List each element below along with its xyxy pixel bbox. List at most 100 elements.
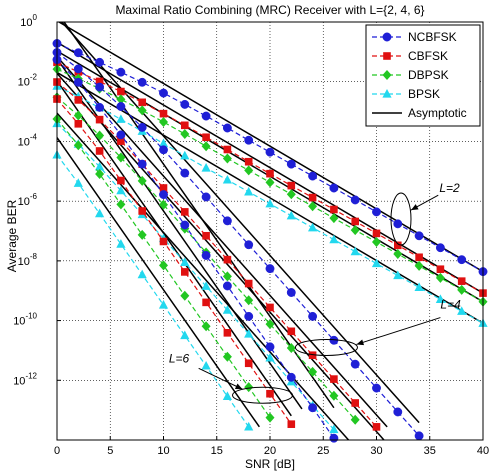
legend-label: NCBFSK [408,30,457,44]
legend-item: BPSK [372,87,440,101]
data-point [158,300,169,309]
series-dbpsk-L4 [52,92,360,425]
data-point [222,174,232,184]
data-point [137,105,147,116]
data-point [266,389,274,398]
data-point [393,270,403,280]
data-point [308,366,318,377]
data-point [201,251,211,260]
data-point [372,229,381,238]
data-point [222,305,232,314]
series-line-group [57,59,335,439]
asymptotic-lines [57,22,483,440]
asymptotic-line-L6 [57,80,292,417]
data-point [457,306,467,315]
data-point [202,231,210,240]
series-line [57,51,420,437]
annotation-arrowhead [356,339,365,346]
data-point [351,217,359,226]
data-point [201,281,211,290]
data-point [266,303,274,312]
data-point [116,130,126,140]
x-tick-label: 15 [211,445,223,457]
y-tick-label: 10-10 [13,312,37,328]
data-point [244,382,254,393]
data-point [350,246,360,256]
data-point [95,147,104,155]
data-point [73,110,83,121]
data-point [265,264,275,274]
data-point [201,192,211,202]
data-point [393,248,403,259]
data-point [350,359,360,369]
data-point [266,169,274,178]
data-point [244,135,254,145]
data-point [308,351,317,360]
y-tick-label: 10-12 [13,371,37,387]
data-point [287,327,296,336]
data-point [415,253,423,262]
asymptotic-line-L2 [57,22,483,273]
data-point [137,229,147,240]
data-point [201,141,211,152]
data-point [95,161,105,171]
data-point [159,145,168,155]
data-point [202,133,210,142]
data-point [222,391,232,401]
data-point [286,210,296,220]
data-point [117,87,125,96]
x-tick-label: 25 [317,445,329,457]
data-point [350,414,360,425]
data-point [180,330,190,340]
annotation-label: L=2 [439,181,460,195]
data-point [95,77,104,86]
data-point [74,96,83,104]
data-point [329,433,339,443]
data-point [117,176,125,185]
series-line [57,98,292,425]
annotation-ellipse-2 [232,386,294,404]
annotation-arrowhead [234,383,243,390]
legend-item: CBFSK [372,49,448,63]
data-point [95,82,105,92]
data-point [393,407,403,417]
series-ncbfsk-L2 [52,39,488,277]
data-point [244,165,254,176]
data-point [329,424,339,434]
y-tick-exponent: -8 [30,252,38,261]
series-ncbfsk-L6 [52,55,339,443]
data-point [244,295,254,306]
data-point [159,190,168,200]
series-line-group [57,96,356,421]
data-point [435,272,445,283]
data-point [414,260,424,271]
data-point [137,159,147,169]
data-point [350,195,360,205]
data-point [372,383,381,393]
asymptotic-line-L4 [57,56,388,428]
data-point [287,181,296,190]
data-point [329,234,339,244]
legend-item: Asymptotic [372,106,467,120]
data-point [435,243,445,253]
data-point [372,237,381,248]
data-point [73,64,83,74]
data-point [202,298,210,307]
data-point [308,403,318,413]
x-tick-label: 20 [264,445,276,457]
asymptotic-line-L2 [57,41,483,294]
data-point [137,122,147,132]
data-point [73,140,83,151]
data-point [181,208,189,216]
data-point [414,231,424,241]
data-point [329,390,339,401]
legend-item: DBPSK [372,68,449,82]
data-point [222,351,232,362]
plot-frame [56,21,484,441]
data-point [116,152,126,163]
data-point [95,130,105,141]
data-point [286,288,296,297]
data-point [159,109,168,118]
data-point [116,185,126,195]
data-point [222,271,232,282]
